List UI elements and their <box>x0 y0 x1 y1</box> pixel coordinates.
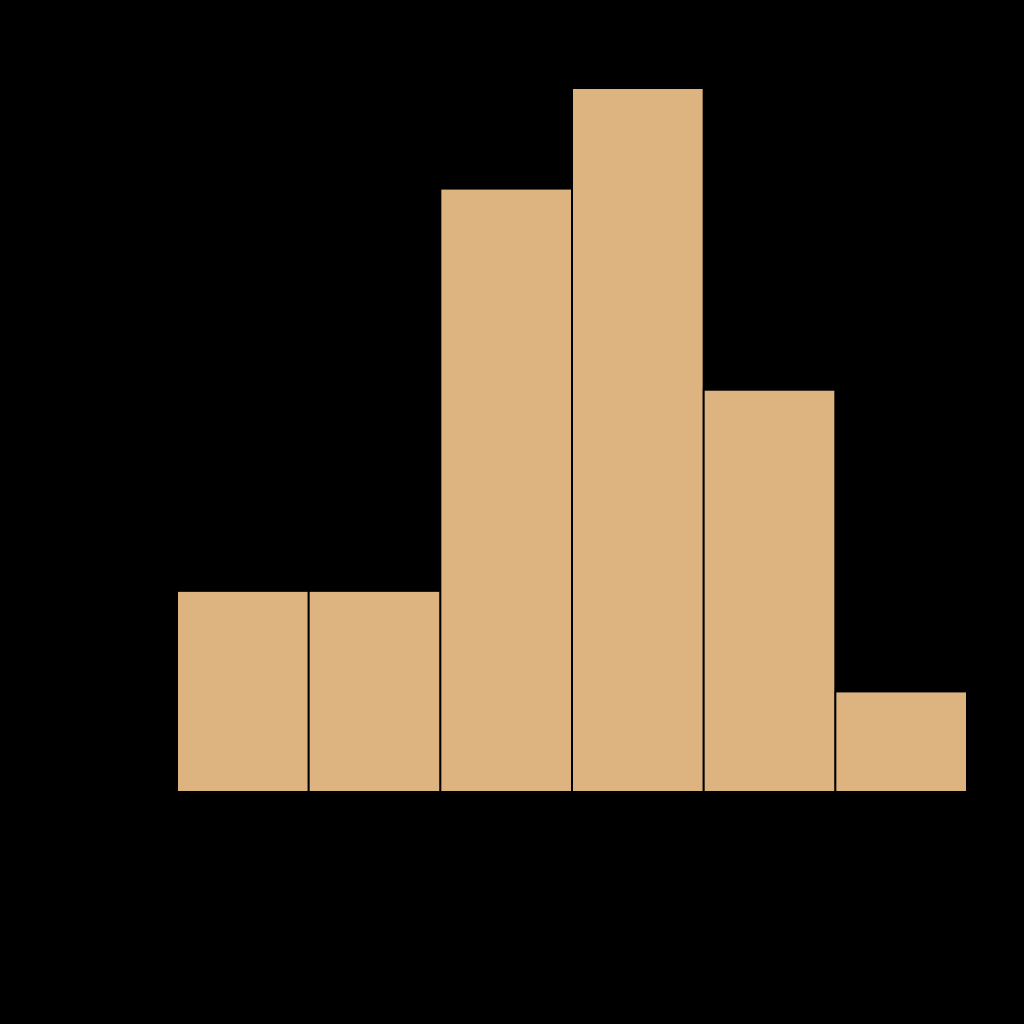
y-tick-label: 1 <box>134 685 161 698</box>
x-tick-label: 400 <box>420 819 460 846</box>
x-tick-label: 800 <box>684 819 724 846</box>
histogram-bar <box>440 189 572 792</box>
histogram-bar <box>177 591 309 792</box>
histogram-bar <box>704 390 836 792</box>
histogram-chart: 0 200 400 600 800 1000 1200 0 1 2 3 4 5 6 7 Histogram o… <box>0 0 1024 1024</box>
y-tick-label: 7 <box>134 81 161 94</box>
x-tick-label: 1000 <box>809 819 862 846</box>
x-tick-label: 1200 <box>940 819 993 846</box>
y-tick-label: 4 <box>134 383 161 396</box>
x-axis-label: df$elevation_m <box>477 869 667 900</box>
y-tick-label: 6 <box>134 182 161 195</box>
chart-title: Histogram of df$elevation_m <box>366 24 778 57</box>
y-tick-label: 0 <box>134 785 161 798</box>
histogram-bar <box>835 691 967 792</box>
histogram-bar <box>309 591 441 792</box>
y-axis-label: Frequency <box>79 374 110 506</box>
y-tick-label: 2 <box>134 584 161 597</box>
x-tick-label: 200 <box>289 819 329 846</box>
x-tick-label: 600 <box>552 819 592 846</box>
y-tick-label: 5 <box>134 282 161 295</box>
histogram-bar <box>572 88 704 792</box>
x-tick-label: 0 <box>170 819 183 846</box>
y-tick-label: 3 <box>134 484 161 497</box>
